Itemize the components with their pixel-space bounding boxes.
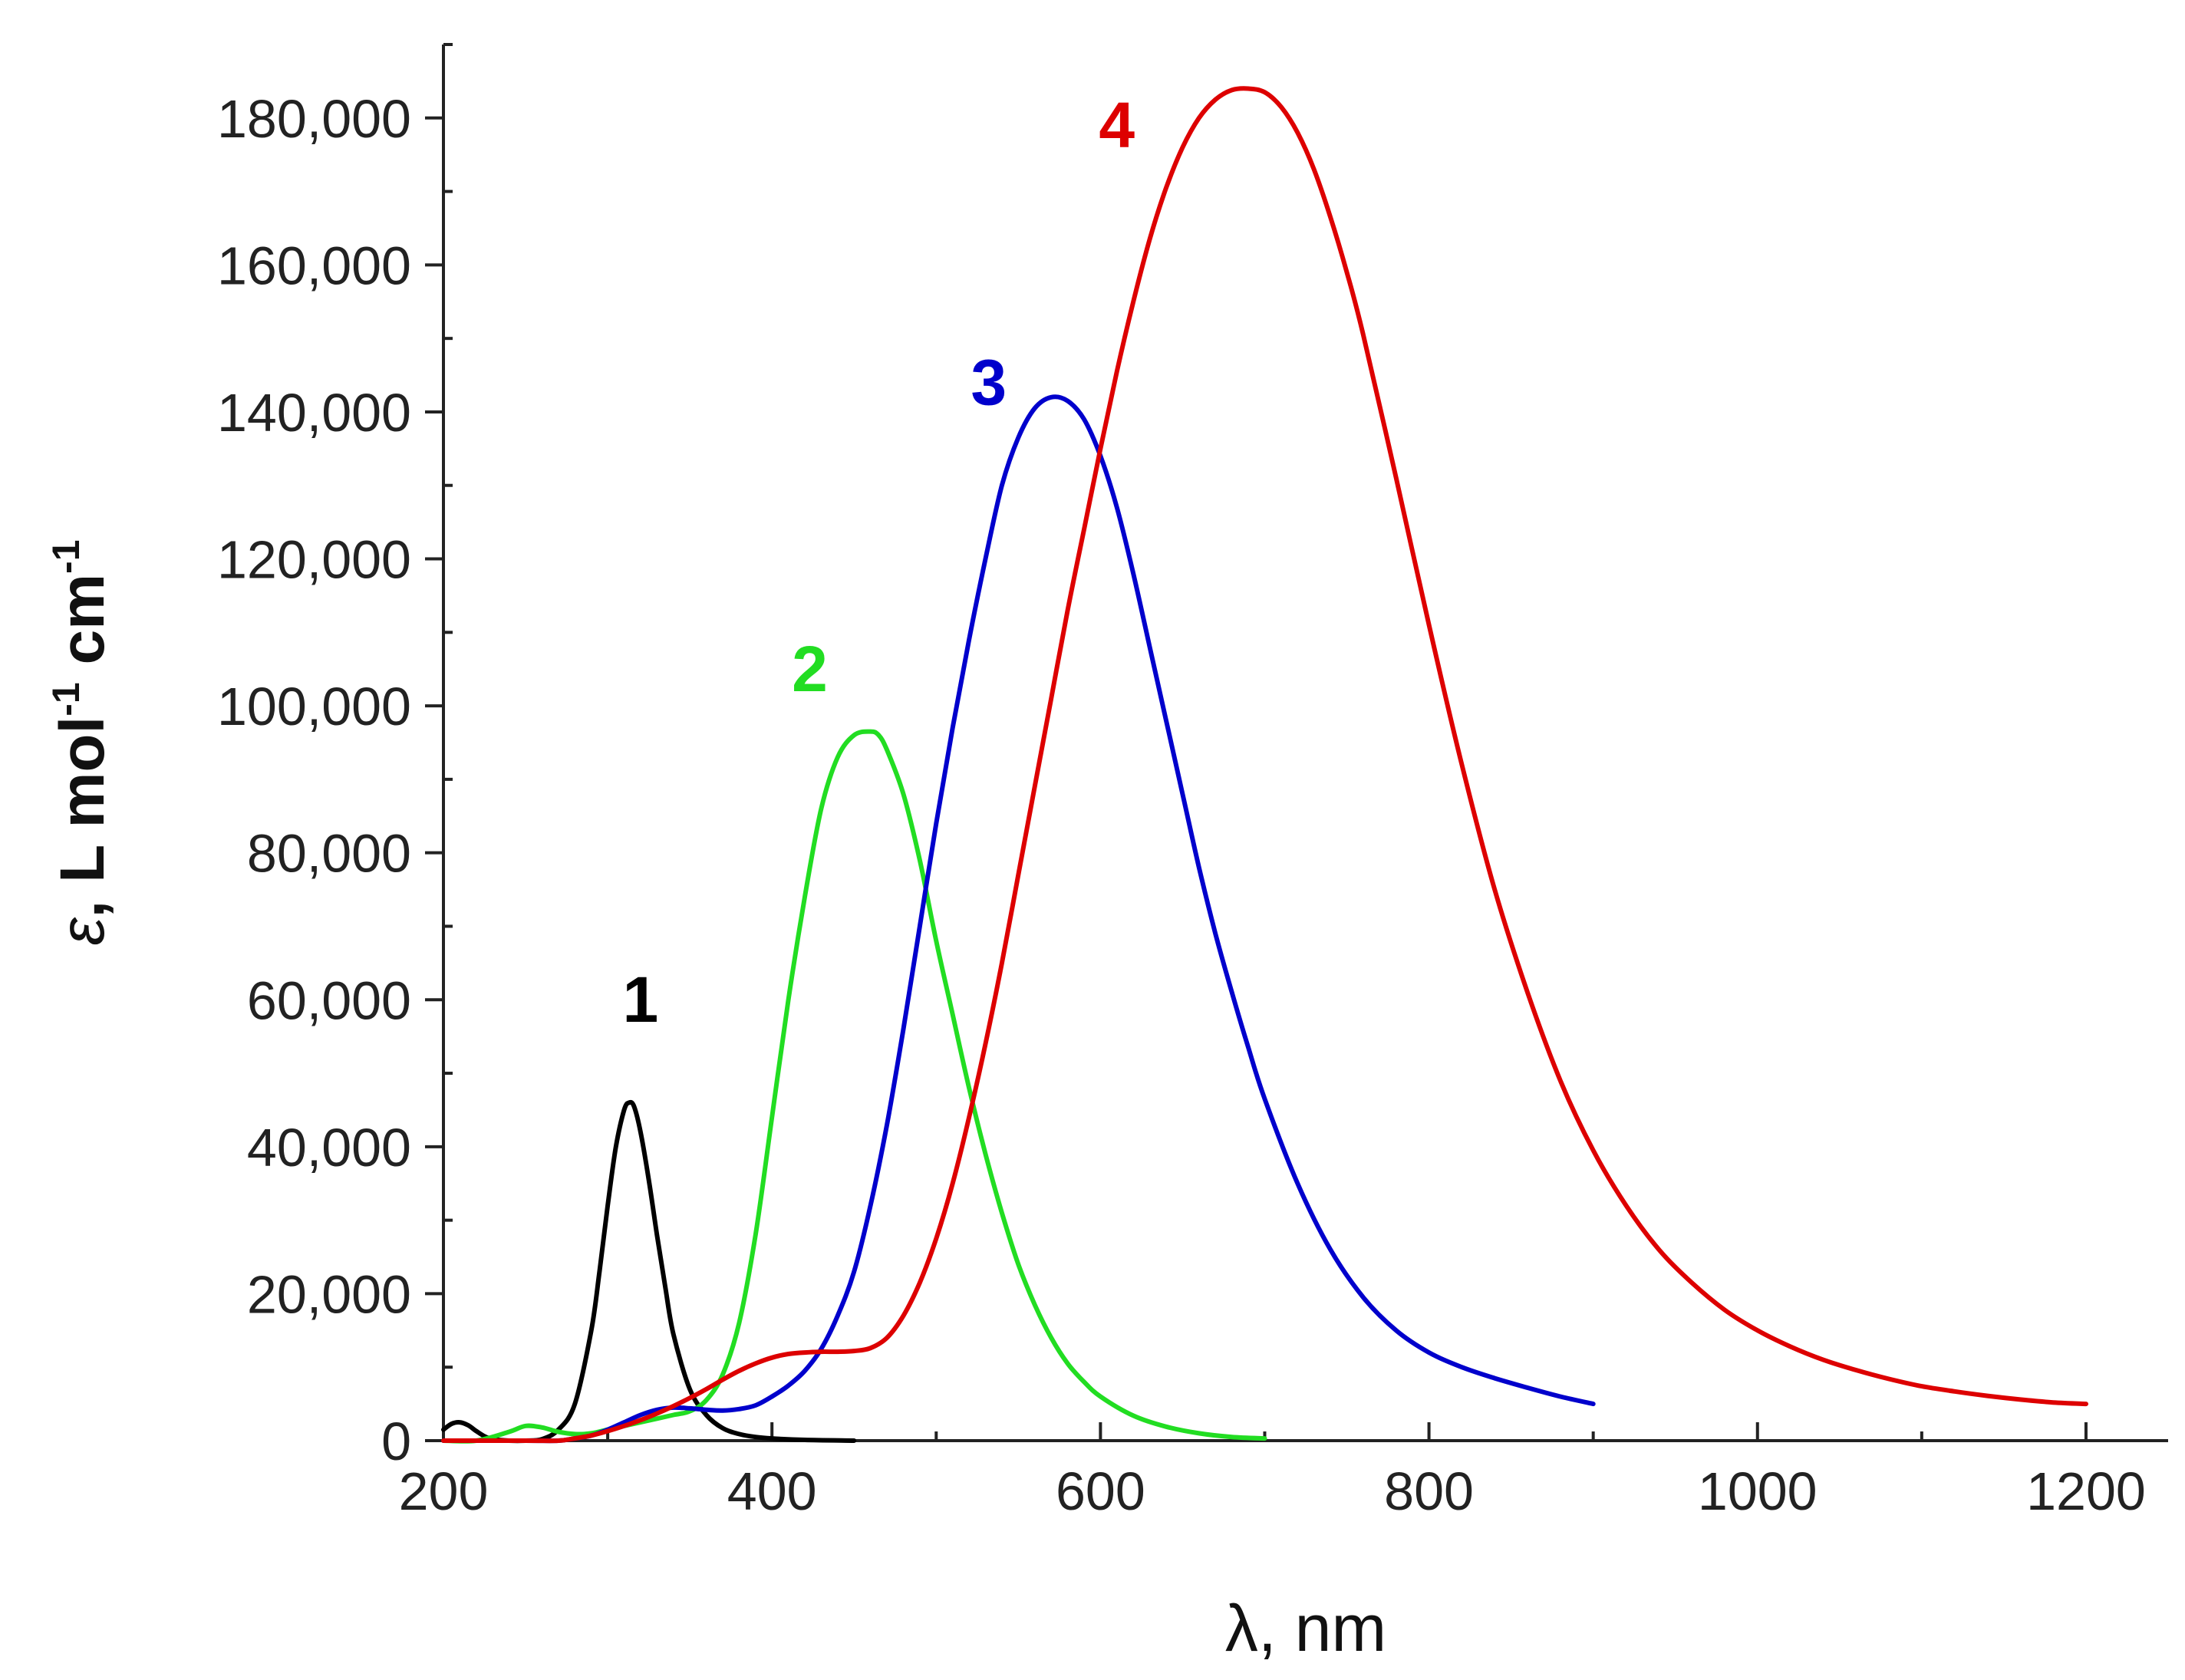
x-tick-label: 400 xyxy=(727,1461,817,1521)
series-2-label: 2 xyxy=(792,633,828,705)
y-tick-label: 80,000 xyxy=(247,824,411,884)
y-axis-title-sup1: -1 xyxy=(44,682,87,716)
series-lines xyxy=(441,86,2088,1444)
y-tick-label: 0 xyxy=(381,1412,411,1471)
y-axis-ticks: 0 20,000 40,000 60,000 80,000 100,000 120,000 1… xyxy=(217,43,453,1471)
axes xyxy=(442,44,2168,1442)
y-tick-label: 100,000 xyxy=(217,677,411,736)
y-axis-title-unit: cm xyxy=(48,574,117,682)
series-labels: 1 2 3 4 xyxy=(623,89,1135,1036)
x-tick-label: 1000 xyxy=(1698,1461,1818,1521)
y-tick-label: 60,000 xyxy=(247,970,411,1030)
x-tick-label: 800 xyxy=(1384,1461,1474,1521)
series-1-label: 1 xyxy=(623,964,659,1036)
y-tick-label: 120,000 xyxy=(217,530,411,590)
y-tick-label: 20,000 xyxy=(247,1264,411,1324)
x-tick-label: 600 xyxy=(1056,1461,1145,1521)
y-axis-title-epsilon: ε xyxy=(48,917,117,946)
x-axis-ticks: 200 400 600 800 1000 1200 xyxy=(399,1422,2146,1521)
y-tick-label: 160,000 xyxy=(217,236,411,295)
series-3-line xyxy=(441,394,1596,1444)
y-tick-label: 180,000 xyxy=(217,89,411,149)
y-axis-title: ε, L mol-1 cm-1 xyxy=(44,539,117,945)
y-axis-title-main: , L mol xyxy=(48,716,117,918)
series-4-line xyxy=(441,86,2088,1444)
series-3-label: 3 xyxy=(971,346,1007,418)
y-tick-label: 40,000 xyxy=(247,1118,411,1178)
x-tick-label: 1200 xyxy=(2026,1461,2146,1521)
y-axis-title-sup2: -1 xyxy=(44,539,87,573)
x-axis-title: λ, nm xyxy=(1225,1592,1386,1665)
y-tick-label: 140,000 xyxy=(217,383,411,443)
series-4-label: 4 xyxy=(1099,89,1135,161)
x-tick-label: 200 xyxy=(399,1461,489,1521)
